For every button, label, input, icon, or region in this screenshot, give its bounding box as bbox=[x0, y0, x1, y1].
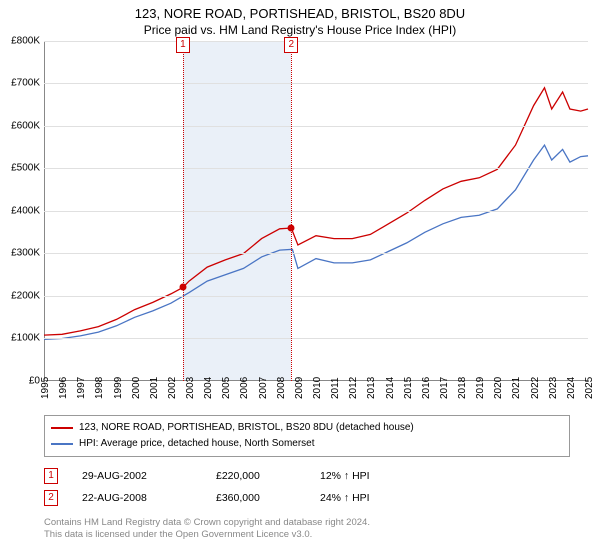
y-tick-label: £0 bbox=[29, 375, 40, 386]
x-tick-label: 2022 bbox=[530, 377, 541, 399]
gridline bbox=[44, 338, 588, 339]
event-number-box: 2 bbox=[44, 490, 58, 506]
x-tick-label: 2012 bbox=[348, 377, 359, 399]
event-date: 22-AUG-2008 bbox=[82, 492, 192, 504]
x-tick-label: 2005 bbox=[221, 377, 232, 399]
legend: 123, NORE ROAD, PORTISHEAD, BRISTOL, BS2… bbox=[44, 415, 570, 457]
gridline bbox=[44, 83, 588, 84]
legend-label: HPI: Average price, detached house, Nort… bbox=[79, 436, 315, 452]
x-tick-label: 2004 bbox=[203, 377, 214, 399]
gridline bbox=[44, 211, 588, 212]
series-line bbox=[44, 145, 588, 339]
event-price: £220,000 bbox=[216, 470, 296, 482]
event-row: 2 22-AUG-2008 £360,000 24% ↑ HPI bbox=[44, 487, 570, 509]
chart-area: £0£100K£200K£300K£400K£500K£600K£700K£80… bbox=[44, 41, 588, 381]
x-tick-label: 2025 bbox=[584, 377, 595, 399]
x-tick-label: 2011 bbox=[330, 377, 341, 399]
event-number-box: 1 bbox=[44, 468, 58, 484]
x-tick-label: 2002 bbox=[167, 377, 178, 399]
y-tick-label: £400K bbox=[11, 205, 40, 216]
event-row: 1 29-AUG-2002 £220,000 12% ↑ HPI bbox=[44, 465, 570, 487]
footer-attribution: Contains HM Land Registry data © Crown c… bbox=[44, 517, 570, 542]
y-tick-label: £300K bbox=[11, 248, 40, 259]
x-tick-label: 2015 bbox=[403, 377, 414, 399]
gridline bbox=[44, 126, 588, 127]
legend-item: 123, NORE ROAD, PORTISHEAD, BRISTOL, BS2… bbox=[51, 420, 563, 436]
y-tick-label: £700K bbox=[11, 78, 40, 89]
legend-item: HPI: Average price, detached house, Nort… bbox=[51, 436, 563, 452]
x-tick-label: 2020 bbox=[493, 377, 504, 399]
legend-label: 123, NORE ROAD, PORTISHEAD, BRISTOL, BS2… bbox=[79, 420, 414, 436]
x-tick-label: 1996 bbox=[58, 377, 69, 399]
footer-line: Contains HM Land Registry data © Crown c… bbox=[44, 517, 570, 529]
gridline bbox=[44, 296, 588, 297]
x-tick-label: 2000 bbox=[131, 377, 142, 399]
x-tick-label: 2003 bbox=[185, 377, 196, 399]
event-line bbox=[183, 41, 184, 381]
legend-swatch bbox=[51, 443, 73, 445]
gridline bbox=[44, 41, 588, 42]
events-table: 1 29-AUG-2002 £220,000 12% ↑ HPI 2 22-AUG-200… bbox=[44, 465, 570, 509]
event-delta: 24% ↑ HPI bbox=[320, 492, 410, 504]
event-delta: 12% ↑ HPI bbox=[320, 470, 410, 482]
event-date: 29-AUG-2002 bbox=[82, 470, 192, 482]
event-marker-box: 1 bbox=[176, 37, 190, 53]
x-tick-label: 2021 bbox=[511, 377, 522, 399]
x-tick-label: 2006 bbox=[239, 377, 250, 399]
x-tick-label: 2018 bbox=[457, 377, 468, 399]
x-tick-label: 2007 bbox=[258, 377, 269, 399]
event-dot bbox=[179, 284, 186, 291]
y-tick-label: £800K bbox=[11, 35, 40, 46]
x-tick-label: 2016 bbox=[421, 377, 432, 399]
y-tick-label: £100K bbox=[11, 333, 40, 344]
x-tick-label: 1997 bbox=[76, 377, 87, 399]
x-tick-label: 2014 bbox=[385, 377, 396, 399]
y-tick-label: £200K bbox=[11, 290, 40, 301]
footer-line: This data is licensed under the Open Gov… bbox=[44, 529, 570, 541]
x-tick-label: 1999 bbox=[113, 377, 124, 399]
y-tick-label: £600K bbox=[11, 120, 40, 131]
event-line bbox=[291, 41, 292, 381]
x-tick-label: 2001 bbox=[149, 377, 160, 399]
x-tick-label: 1998 bbox=[94, 377, 105, 399]
event-price: £360,000 bbox=[216, 492, 296, 504]
chart-subtitle: Price paid vs. HM Land Registry's House … bbox=[0, 23, 600, 41]
event-dot bbox=[288, 224, 295, 231]
x-tick-label: 2009 bbox=[294, 377, 305, 399]
legend-swatch bbox=[51, 427, 73, 429]
x-tick-label: 2019 bbox=[475, 377, 486, 399]
x-tick-label: 2008 bbox=[276, 377, 287, 399]
event-marker-box: 2 bbox=[284, 37, 298, 53]
x-tick-label: 2017 bbox=[439, 377, 450, 399]
x-tick-label: 2023 bbox=[548, 377, 559, 399]
x-tick-label: 2013 bbox=[366, 377, 377, 399]
gridline bbox=[44, 168, 588, 169]
chart-title: 123, NORE ROAD, PORTISHEAD, BRISTOL, BS2… bbox=[0, 0, 600, 23]
x-tick-label: 1995 bbox=[40, 377, 51, 399]
x-tick-label: 2010 bbox=[312, 377, 323, 399]
x-tick-label: 2024 bbox=[566, 377, 577, 399]
y-tick-label: £500K bbox=[11, 163, 40, 174]
gridline bbox=[44, 253, 588, 254]
